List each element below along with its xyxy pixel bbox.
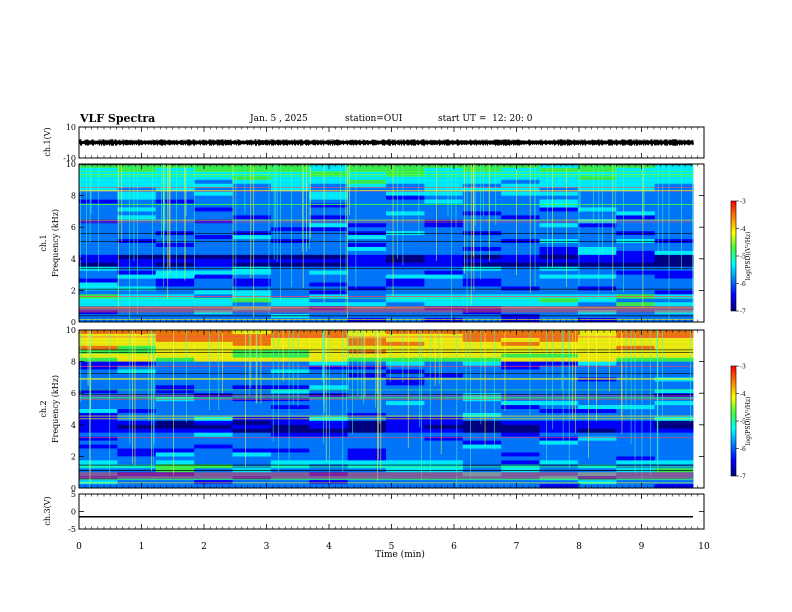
y-tick-label: 0	[71, 508, 76, 517]
start-time-label: start UT = 12: 20: 0	[438, 114, 533, 124]
y-tick-label: 6	[71, 223, 76, 232]
y-tick-label: 2	[71, 452, 76, 461]
x-tick-label: 3	[264, 542, 270, 552]
axes-ticks: 0 1 2 3 4 5 6 7 8 9 1010-100246810024681050-5-3-4-…	[63, 123, 746, 552]
spectrogram1-image	[79, 164, 694, 323]
y-tick-label: 5	[71, 490, 76, 499]
station-label: station=OUI	[345, 114, 403, 124]
y-tick-label: 10	[66, 123, 76, 132]
ch1-waveform-ylabel: ch.1(V)	[43, 127, 52, 156]
date-label: Jan. 5 , 2025	[250, 114, 308, 124]
panel-ch3-waveform	[78, 493, 705, 530]
y-tick-label: 0	[71, 318, 76, 327]
x-tick-label: 7	[514, 542, 520, 552]
colorbar-tick-label: -3	[740, 199, 746, 206]
colorbar-tick-label: -4	[740, 391, 746, 398]
y-tick-label: 8	[71, 192, 76, 201]
y-tick-label: 4	[71, 255, 76, 264]
colorbar-tick-label: -6	[740, 446, 746, 453]
y-tick-label: 2	[71, 286, 76, 295]
colorbar-tick-label: -4	[740, 226, 746, 233]
waveform3-frame	[78, 493, 705, 530]
x-axis-label: Time (min)	[375, 549, 425, 560]
x-tick-label: 1	[139, 542, 145, 552]
colorbar-1-gradient	[730, 200, 737, 312]
spectrogram2-image	[79, 330, 694, 489]
panel-ch2-spectrogram	[78, 329, 705, 489]
y-tick-label: 10	[66, 160, 76, 169]
x-tick-label: 10	[698, 542, 710, 552]
colorbar-tick-label: -3	[740, 364, 746, 371]
x-tick-label: 4	[326, 542, 332, 552]
y-tick-label: 0	[71, 484, 76, 493]
x-tick-label: 0	[76, 542, 82, 552]
y-tick-label: 6	[71, 389, 76, 398]
x-tick-label: 8	[576, 542, 582, 552]
ch1-spec-ylabel-channel: ch.1	[39, 234, 48, 251]
colorbar-tick-label: -5	[740, 419, 746, 426]
y-tick-label: -10	[63, 154, 76, 163]
x-tick-label: 2	[201, 542, 207, 552]
y-tick-label: 10	[66, 326, 76, 335]
colorbar-1-label: log(PSD)(V²/Hz)	[745, 232, 752, 281]
x-tick-label: 6	[451, 542, 457, 552]
colorbar-tick-label: -7	[740, 309, 746, 316]
colorbar-2-label: log(PSD)(V²/Hz)	[745, 397, 752, 446]
ch2-spec-ylabel: Frequency (kHz)	[51, 375, 60, 443]
chart-title: VLF Spectra	[80, 112, 156, 125]
ch2-spec-ylabel-channel: ch.2	[39, 400, 48, 417]
panel-ch1-spectrogram	[78, 163, 705, 323]
ch3-waveform-ylabel: ch.3(V)	[43, 496, 52, 525]
x-tick-label: 5	[389, 542, 395, 552]
y-tick-label: 4	[71, 421, 76, 430]
colorbar-tick-label: -7	[740, 474, 746, 481]
y-tick-label: 8	[71, 358, 76, 367]
colorbar-tick-label: -6	[740, 281, 746, 288]
colorbar-2-gradient	[730, 365, 737, 477]
x-tick-label: 9	[639, 542, 645, 552]
y-tick-label: -5	[68, 525, 76, 534]
ch1-spec-ylabel: Frequency (kHz)	[51, 209, 60, 277]
waveform1-trace	[78, 139, 694, 146]
colorbar-tick-label: -5	[740, 254, 746, 261]
